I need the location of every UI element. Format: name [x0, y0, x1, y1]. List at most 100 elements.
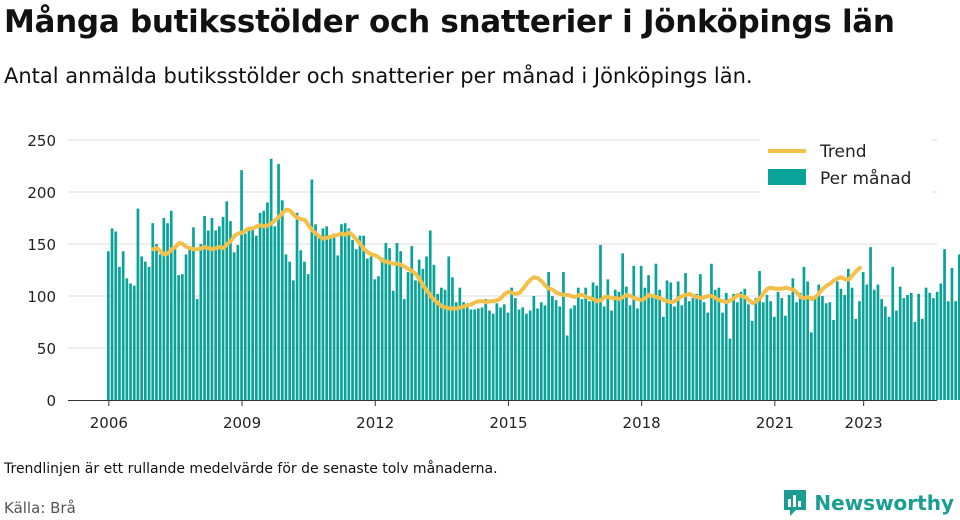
bar — [299, 250, 303, 400]
bar — [428, 230, 432, 400]
bar — [850, 287, 854, 400]
bar — [728, 338, 732, 400]
bar — [784, 315, 787, 400]
bar — [902, 298, 906, 400]
bar — [562, 272, 565, 400]
bar — [906, 294, 909, 400]
bar — [129, 283, 132, 400]
bar — [580, 299, 584, 400]
bar — [458, 287, 462, 400]
bar — [506, 312, 510, 400]
bar — [480, 307, 484, 400]
bar — [343, 223, 347, 400]
bar — [869, 247, 872, 400]
y-tick-label: 0 — [46, 392, 56, 410]
bar — [451, 277, 454, 400]
bar — [440, 287, 443, 400]
bar — [373, 279, 377, 400]
bar — [713, 289, 717, 400]
bar — [484, 299, 488, 400]
bar — [958, 254, 960, 400]
bar — [173, 249, 177, 400]
bar — [654, 263, 658, 400]
bar — [647, 275, 650, 400]
bar — [839, 288, 843, 400]
legend: Trend Per månad — [760, 134, 932, 194]
bar — [510, 287, 513, 400]
bar — [898, 286, 902, 400]
bar — [665, 280, 669, 400]
bar — [610, 310, 613, 400]
bar — [913, 322, 917, 400]
bar — [928, 292, 932, 400]
bar — [121, 251, 125, 400]
bar — [872, 289, 876, 400]
bar — [195, 299, 199, 400]
bar — [292, 280, 295, 400]
y-tick-label: 50 — [37, 340, 56, 358]
bar — [266, 202, 269, 400]
chart-title: Många butiksstölder och snatterier i Jön… — [4, 4, 895, 40]
bar — [828, 302, 832, 400]
bar — [843, 294, 846, 400]
bar — [921, 318, 924, 400]
bar — [421, 268, 425, 400]
bar — [943, 249, 946, 400]
bar — [169, 210, 173, 400]
bar — [658, 289, 661, 400]
bar — [181, 274, 184, 400]
bar — [769, 301, 772, 400]
bar — [192, 227, 195, 400]
bar — [773, 316, 776, 400]
bar — [436, 293, 439, 400]
bar — [865, 284, 869, 400]
bar — [232, 252, 236, 400]
bar — [136, 208, 140, 400]
bar — [595, 285, 599, 400]
bar — [884, 306, 887, 400]
bar — [917, 293, 920, 400]
bar — [847, 268, 850, 400]
bar — [158, 254, 162, 400]
chart-subtitle: Antal anmälda butiksstölder och snatteri… — [4, 64, 753, 88]
bar — [525, 313, 528, 400]
bar — [377, 276, 380, 400]
bar — [558, 306, 562, 400]
bar — [924, 287, 928, 400]
bar — [336, 255, 340, 400]
bar — [347, 228, 351, 400]
bar — [554, 300, 558, 400]
bar — [462, 302, 465, 400]
bar — [591, 282, 595, 400]
bar — [447, 256, 451, 400]
bar — [454, 302, 458, 400]
bar — [273, 226, 277, 400]
bar — [229, 221, 232, 400]
bar — [946, 301, 950, 400]
bar — [306, 274, 310, 400]
bar — [354, 249, 358, 400]
bar — [806, 281, 809, 400]
bar — [388, 248, 391, 400]
y-tick-label: 200 — [27, 184, 56, 202]
bar — [787, 294, 791, 400]
bar — [162, 218, 166, 400]
bar — [602, 306, 606, 400]
source-label: Källa: Brå — [4, 499, 76, 517]
bar — [606, 279, 610, 400]
bar — [821, 296, 824, 400]
trend-line — [151, 207, 862, 311]
bar — [417, 259, 421, 400]
bar — [691, 298, 695, 400]
bar — [495, 303, 499, 400]
bar — [410, 246, 414, 400]
bar — [332, 233, 336, 400]
brand-logo[interactable]: Newsworthy — [782, 488, 954, 518]
bar — [477, 308, 480, 400]
bar — [613, 289, 617, 400]
bar — [761, 302, 765, 400]
bar — [539, 302, 543, 400]
bar — [717, 287, 721, 400]
bar — [750, 320, 754, 400]
legend-bar-label: Per månad — [820, 168, 911, 189]
